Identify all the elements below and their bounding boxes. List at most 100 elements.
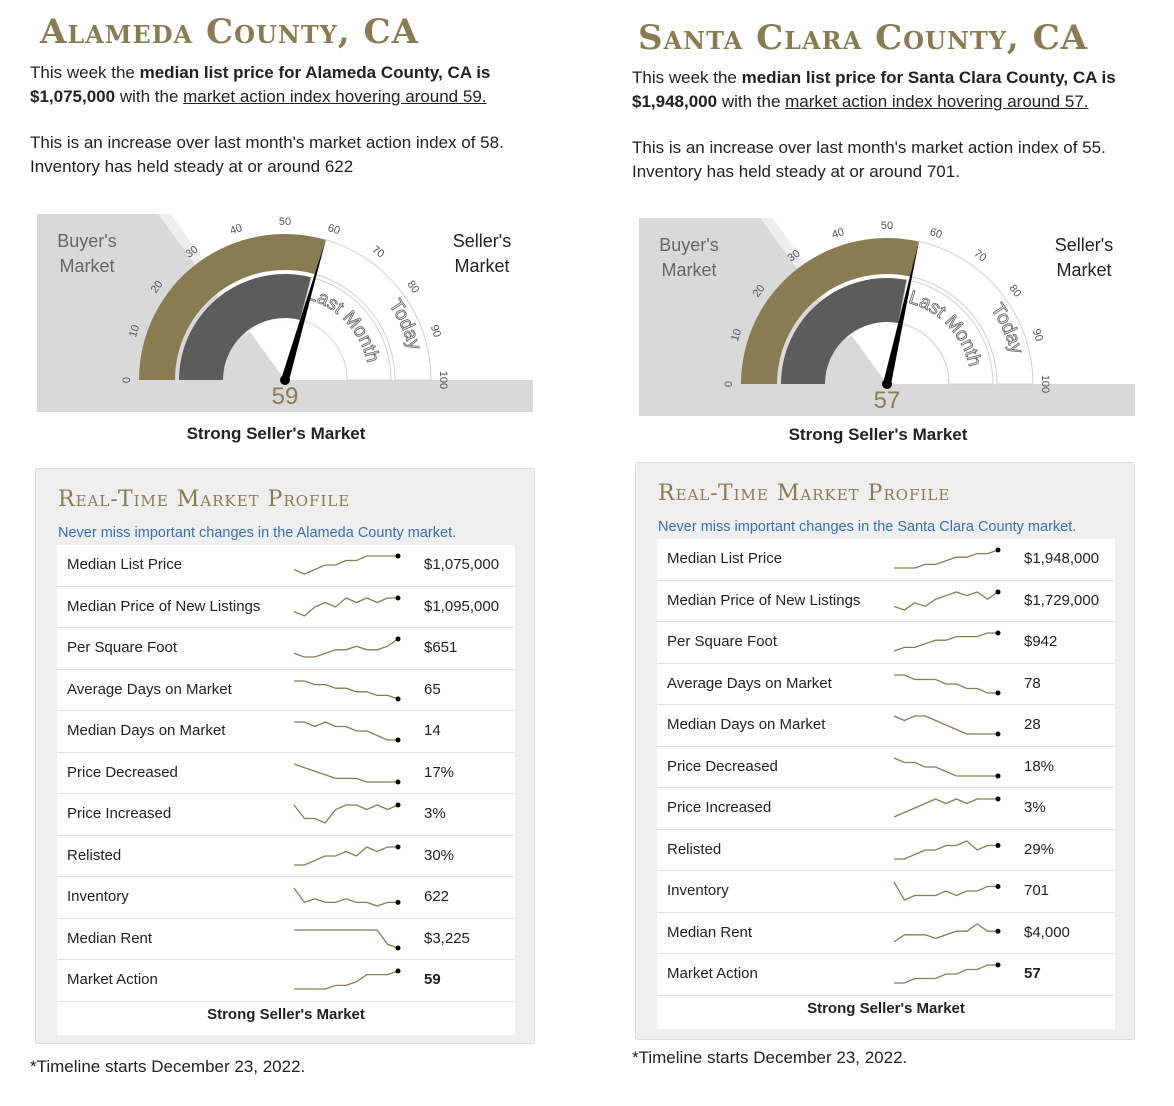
table-row: Median Rent $3,225 (57, 919, 515, 960)
gauge-tick-label: 40 (228, 222, 243, 237)
market-profile-note[interactable]: Never miss important changes in the Alam… (58, 525, 457, 541)
sparkline-path (893, 756, 998, 777)
metric-value: $1,075,000 (424, 556, 500, 573)
gauge-tick-label: 80 (404, 279, 421, 296)
gauge-tick-label: 10 (127, 323, 142, 338)
gauge-tick-label: 40 (830, 226, 845, 241)
sparkline-path (294, 845, 398, 866)
table-row: Median Rent $4,000 (657, 913, 1115, 954)
santa-clara-intro-para-1: This week the median list price for Sant… (632, 68, 1116, 111)
metric-value: 18% (1024, 757, 1055, 775)
gauge-tick-label: 30 (786, 248, 803, 265)
alameda-gauge-caption: Strong Seller's Market (186, 424, 366, 443)
metric-value: 29% (1024, 840, 1055, 858)
santa-clara-market-profile: Real-Time Market Profile Never miss impo… (635, 462, 1135, 1040)
market-action-link[interactable]: market action index hovering around 59. (183, 87, 487, 106)
today-arc (139, 234, 326, 380)
metric-label: Inventory (667, 882, 729, 899)
metric-value: 59 (424, 971, 441, 988)
metric-label: Per Square Foot (67, 639, 178, 656)
trend-sparkline (894, 547, 1001, 569)
sparkline-path (294, 679, 399, 700)
market-action-link[interactable]: market action index hovering around 57. (785, 92, 1089, 111)
metric-label: Inventory (67, 888, 129, 905)
alameda-title: Alameda County, CA (40, 12, 419, 52)
market-profile-table: Median List Price $1,075,000 Median Price … (57, 545, 515, 1035)
buyers-market-label: Market (661, 260, 716, 280)
alameda-footnote: *Timeline starts December 23, 2022. (30, 1057, 306, 1076)
sparkline-path (293, 555, 398, 575)
gauge-tick-label: 10 (729, 327, 744, 342)
gauge-tick-label: 60 (326, 222, 341, 237)
needle-hub (280, 375, 290, 385)
gauge-needle (883, 239, 920, 385)
alameda-intro: This week the median list price for Alam… (30, 61, 535, 201)
gauge-tick-label: 60 (928, 226, 943, 241)
metric-label: Median Days on Market (67, 722, 226, 739)
santa-clara-title: Santa Clara County, CA (638, 18, 1089, 58)
sparkline-path (893, 798, 998, 818)
sparkline-endpoint (995, 796, 1001, 802)
metric-value: $651 (424, 639, 458, 656)
sparkline-path (893, 922, 998, 943)
table-caption: Strong Seller's Market (807, 999, 965, 1017)
metric-value: $4,000 (1024, 923, 1070, 941)
sparkline-path (293, 762, 398, 783)
trend-sparkline (293, 636, 401, 658)
sellers-market-label: Seller's (453, 231, 511, 251)
sparkline-path (893, 881, 998, 901)
santa-clara-footnote: *Timeline starts December 23, 2022. (632, 1048, 908, 1067)
last-month-arc-remaining (299, 276, 392, 381)
table-caption: Strong Seller's Market (207, 1005, 365, 1023)
market-profile-note[interactable]: Never miss important changes in the Sant… (658, 519, 1077, 535)
buyers-market-label: Buyer's (57, 231, 116, 251)
trend-sparkline (294, 968, 401, 990)
last-month-arc-remaining (898, 279, 994, 385)
metric-label: Median List Price (667, 550, 783, 567)
metric-value: 57 (1024, 965, 1041, 982)
metric-label: Per Square Foot (667, 633, 778, 650)
metric-value: 65 (424, 680, 441, 698)
table-row: Market Action 57 (657, 954, 1115, 996)
gauge-tick-label: 100 (437, 371, 449, 389)
sparkline-endpoint (395, 945, 401, 950)
trend-sparkline (294, 721, 401, 743)
metric-label: Average Days on Market (67, 680, 232, 698)
table-row: Median Price of New Listings $1,095,000 (57, 587, 515, 628)
gauge-tick-label: 100 (1039, 375, 1051, 393)
table-row: Per Square Foot $651 (57, 628, 515, 670)
table-row: Median Days on Market 14 (57, 711, 515, 753)
table-row: Average Days on Market 65 (57, 670, 515, 711)
trend-sparkline (893, 630, 1001, 652)
sparkline-path (294, 721, 398, 741)
sparkline-endpoint (995, 690, 1001, 695)
gauge-tick-label: 0 (723, 381, 735, 387)
table-row: Price Decreased 18% (657, 747, 1115, 788)
market-profile-title: Real-Time Market Profile (58, 487, 351, 512)
trend-sparkline (293, 887, 401, 907)
metric-value: 17% (424, 763, 455, 781)
metric-label: Median List Price (67, 556, 183, 573)
metric-label: Median Price of New Listings (667, 591, 861, 609)
sparkline-endpoint (395, 968, 401, 974)
sparkline-endpoint (395, 636, 401, 642)
metric-value: 78 (1024, 674, 1041, 692)
trend-sparkline (293, 802, 401, 824)
metric-label: Average Days on Market (667, 674, 832, 692)
alameda-intro-para-1: This week the median list price for Alam… (30, 63, 491, 106)
trend-sparkline (894, 839, 1001, 860)
metric-value: 30% (424, 846, 455, 864)
metric-label: Market Action (67, 971, 158, 988)
metric-value: 701 (1024, 882, 1050, 899)
sparkline-path (294, 928, 399, 949)
gauge-needle (281, 237, 327, 382)
gauge-tick-label: 0 (121, 377, 133, 383)
trend-sparkline (293, 553, 401, 575)
today-arc (741, 238, 919, 384)
sparkline-path (894, 549, 999, 569)
table-row: Price Increased 3% (657, 788, 1115, 830)
gauge-value: 57 (874, 387, 901, 414)
table-row: Relisted 30% (57, 836, 515, 877)
